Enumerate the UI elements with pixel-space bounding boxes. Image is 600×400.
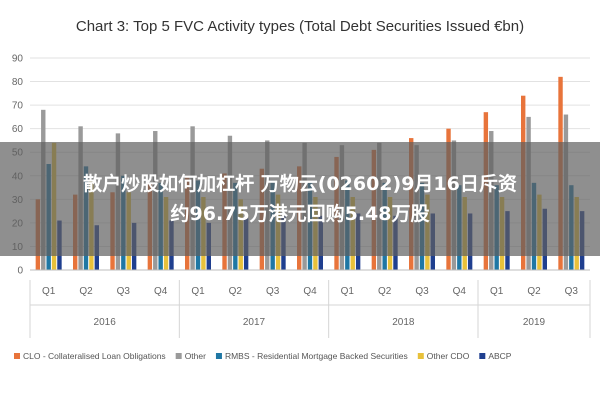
y-tick-label: 60 bbox=[12, 124, 24, 135]
legend: CLO - Collateralised Loan Obligations Oth… bbox=[14, 351, 512, 361]
legend-swatch bbox=[479, 353, 486, 359]
year-label: 2019 bbox=[523, 317, 546, 328]
x-tick-label: Q3 bbox=[415, 286, 429, 297]
legend-label: Other CDO bbox=[427, 351, 470, 361]
y-tick-label: 80 bbox=[12, 77, 24, 88]
legend-swatch bbox=[417, 353, 424, 359]
year-label: 2016 bbox=[94, 317, 117, 328]
y-tick-label: 0 bbox=[17, 266, 23, 277]
legend-label: Other bbox=[185, 351, 206, 361]
legend-label: ABCP bbox=[488, 351, 511, 361]
x-tick-label: Q2 bbox=[229, 286, 243, 297]
y-tick-label: 70 bbox=[12, 101, 24, 112]
x-axis: Q1 Q2 Q3 Q4 Q1 Q2 Q3 Q4 Q1 Q2 Q3 Q4 Q1 Q2 Q3 2016 2017 20… bbox=[29, 269, 591, 338]
x-tick-label: Q1 bbox=[490, 286, 504, 297]
x-tick-label: Q1 bbox=[191, 286, 205, 297]
y-tick-label: 90 bbox=[12, 54, 24, 65]
year-label: 2017 bbox=[243, 317, 266, 328]
legend-swatch bbox=[14, 353, 20, 359]
x-tick-label: Q3 bbox=[117, 286, 131, 297]
legend-label: RMBS - Residential Mortgage Backed Secur… bbox=[225, 351, 408, 361]
x-tick-label: Q2 bbox=[79, 286, 93, 297]
x-tick-label: Q4 bbox=[453, 286, 467, 297]
headline-line-1: 散户炒股如何加杠杆 万物云(02602)9月16日斥资 bbox=[83, 173, 517, 195]
x-tick-label: Q4 bbox=[154, 286, 168, 297]
legend-swatch bbox=[175, 353, 182, 359]
news-headline-banner: 散户炒股如何加杠杆 万物云(02602)9月16日斥资 约96.75万港元回购5… bbox=[0, 142, 600, 256]
legend-swatch bbox=[215, 353, 222, 359]
x-tick-label: Q1 bbox=[42, 286, 56, 297]
legend-label: CLO - Collateralised Loan Obligations bbox=[23, 351, 166, 361]
headline-line-2: 约96.75万港元回购5.48万股 bbox=[170, 203, 430, 225]
x-tick-label: Q3 bbox=[266, 286, 280, 297]
year-label: 2018 bbox=[392, 317, 415, 328]
x-tick-label: Q4 bbox=[303, 286, 317, 297]
x-tick-label: Q2 bbox=[527, 286, 541, 297]
x-tick-label: Q2 bbox=[378, 286, 392, 297]
chart-title: Chart 3: Top 5 FVC Activity types (Total… bbox=[76, 18, 524, 35]
x-tick-label: Q1 bbox=[341, 286, 355, 297]
x-tick-label: Q3 bbox=[565, 286, 579, 297]
